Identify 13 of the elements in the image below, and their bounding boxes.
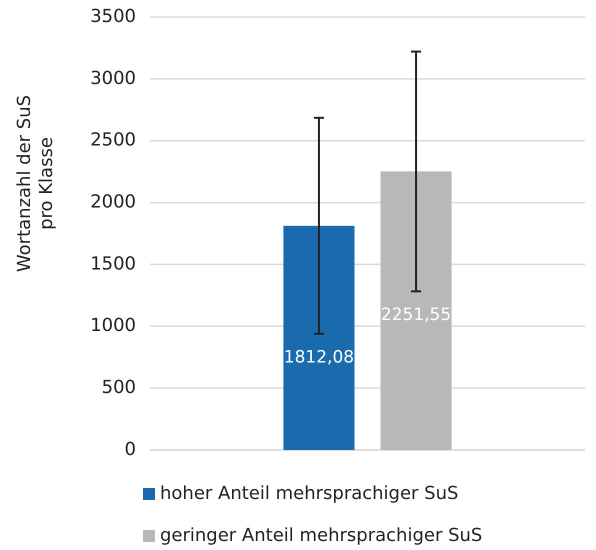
y-tick-label: 1000 xyxy=(90,315,136,336)
y-tick-label: 0 xyxy=(124,438,136,460)
legend-label: geringer Anteil mehrsprachiger SuS xyxy=(160,524,482,546)
y-tick-label: 2000 xyxy=(90,191,136,212)
legend-label: hoher Anteil mehrsprachiger SuS xyxy=(160,482,458,504)
y-axis-title: Wortanzahl der SuS pro Klasse xyxy=(14,94,57,272)
y-tick-label: 2500 xyxy=(90,130,136,151)
data-label: 2251,55 xyxy=(380,304,452,325)
y-tick-label: 3500 xyxy=(90,6,136,27)
y-tick-label: 1500 xyxy=(90,253,136,274)
y-tick-label: 3000 xyxy=(90,68,136,89)
data-label: 1812,08 xyxy=(284,347,354,368)
y-tick-label: 500 xyxy=(102,377,136,398)
